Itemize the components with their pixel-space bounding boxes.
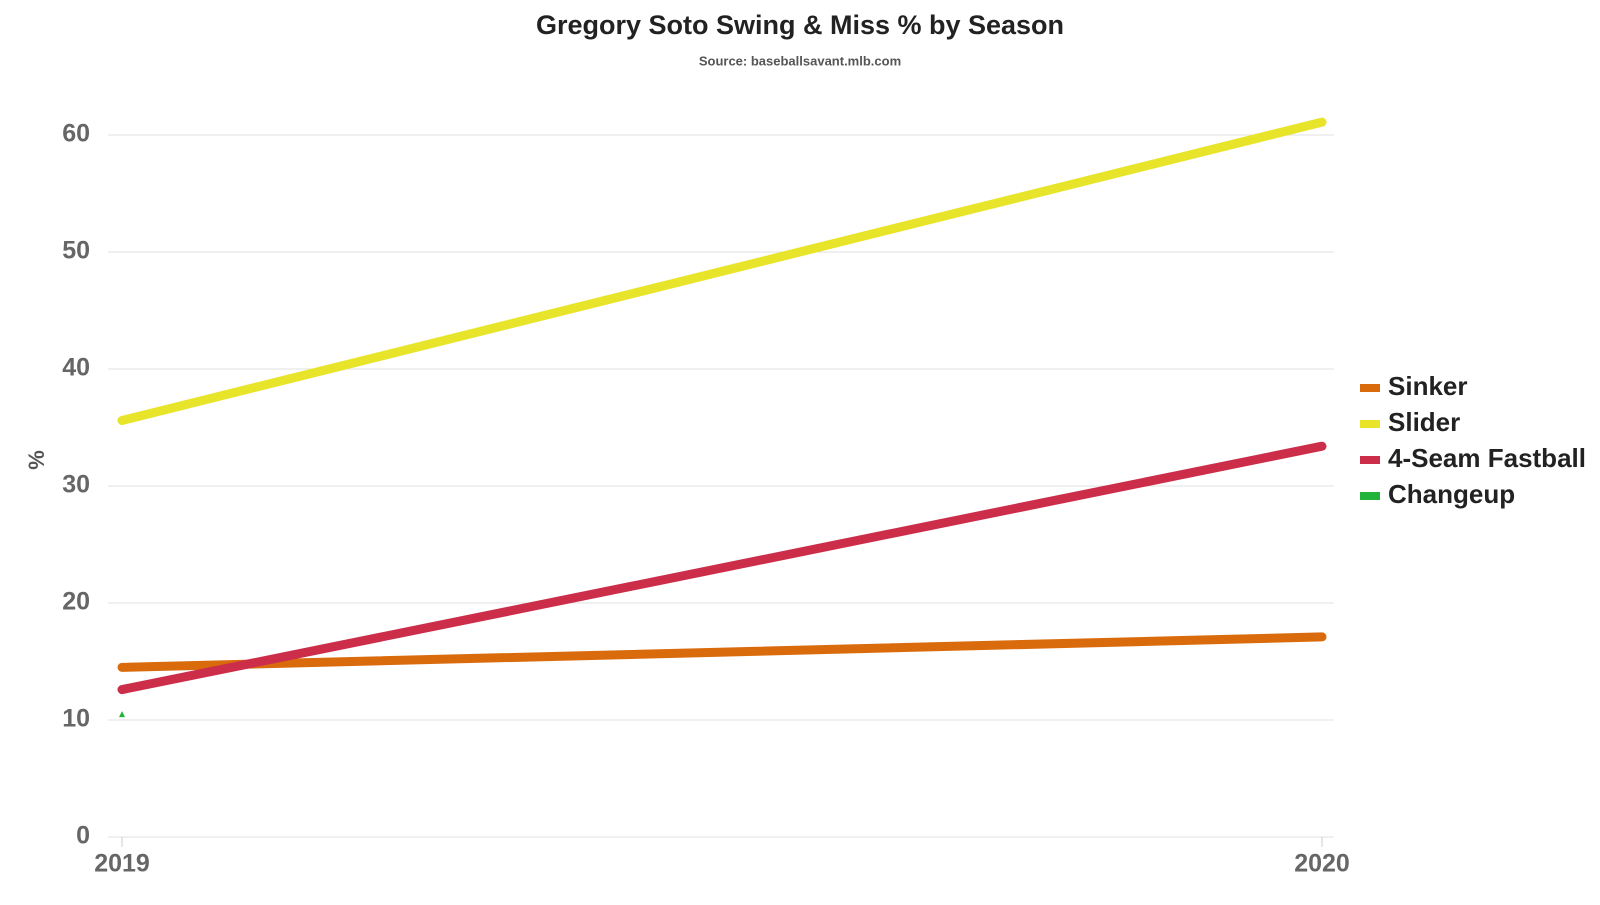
chart-title: Gregory Soto Swing & Miss % by Season: [536, 10, 1064, 40]
chart-subtitle: Source: baseballsavant.mlb.com: [699, 53, 901, 68]
legend-label: 4-Seam Fastball: [1388, 443, 1586, 473]
y-tick-label: 10: [62, 705, 90, 733]
y-tick-label: 30: [62, 471, 90, 499]
series-line: [117, 632, 1327, 672]
y-tick-label: 40: [62, 354, 90, 382]
legend-swatch: [1360, 420, 1380, 428]
series-line: [117, 117, 1327, 425]
y-axis-label: %: [24, 450, 49, 470]
legend-swatch: [1360, 492, 1380, 500]
legend-label: Sinker: [1388, 371, 1468, 401]
y-tick-label: 0: [76, 822, 90, 850]
y-tick-label: 20: [62, 588, 90, 616]
y-tick-label: 60: [62, 120, 90, 148]
y-tick-label: 50: [62, 237, 90, 265]
series-line: [117, 441, 1327, 695]
legend-label: Slider: [1388, 407, 1460, 437]
legend-swatch: [1360, 384, 1380, 392]
x-tick-label: 2020: [1294, 850, 1350, 878]
legend-swatch: [1360, 456, 1380, 464]
series-point: [119, 711, 125, 718]
x-tick-label: 2019: [94, 850, 150, 878]
legend-label: Changeup: [1388, 479, 1515, 509]
